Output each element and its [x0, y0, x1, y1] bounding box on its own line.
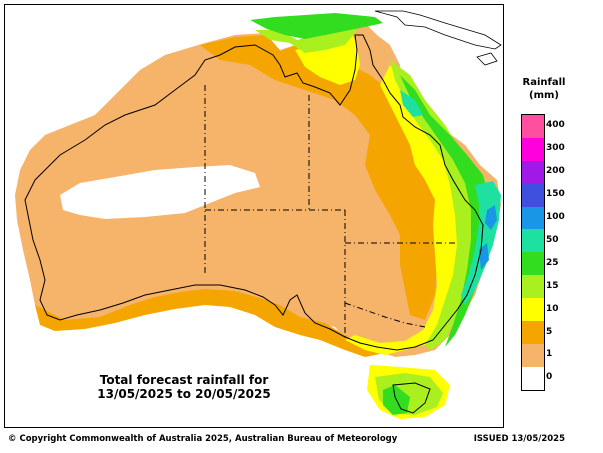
rainfall-5mm-north [200, 35, 440, 320]
legend-label-200: 200 [546, 166, 565, 177]
map-title-line1: Total forecast rainfall for [99, 373, 269, 387]
legend-label-10: 10 [546, 303, 559, 314]
map-title-line2: 13/05/2025 to 20/05/2025 [97, 387, 271, 401]
australia-coastline [24, 34, 484, 351]
legend-swatch-200 [522, 160, 544, 184]
legend-label-15: 15 [546, 280, 559, 291]
rainfall-25mm-north [250, 13, 383, 39]
legend-color-bar [521, 114, 545, 391]
legend-unit-label: (mm) [529, 90, 559, 101]
legend-label-25: 25 [546, 257, 559, 268]
map-title: Total forecast rainfall for 13/05/2025 t… [64, 373, 304, 401]
legend-label-0: 0 [546, 372, 553, 383]
copyright-text: © Copyright Commonwealth of Australia 20… [8, 434, 398, 444]
legend-label-100: 100 [546, 212, 565, 223]
rainfall-100mm-east [485, 205, 497, 230]
rainfall-15mm-east [390, 60, 477, 350]
tasmania-coastline [392, 382, 431, 414]
issued-date: ISSUED 13/05/2025 [473, 434, 565, 444]
legend-swatch-25 [522, 252, 544, 276]
legend-swatch-1 [522, 343, 544, 367]
island-outline [476, 52, 498, 66]
rainfall-map [4, 4, 504, 428]
legend-swatch-50 [522, 229, 544, 253]
legend-swatch-10 [522, 298, 544, 322]
rainfall-50mm-north [400, 90, 423, 117]
legend-swatch-5 [522, 321, 544, 344]
legend-title: Rainfall (mm) [512, 76, 576, 102]
legend-label-150: 150 [546, 189, 565, 200]
legend-swatch-300 [522, 137, 544, 161]
legend-label-1: 1 [546, 349, 553, 360]
australia-rainfall-map-graphic [15, 10, 502, 419]
footer: © Copyright Commonwealth of Australia 20… [0, 433, 603, 447]
legend-swatch-150 [522, 183, 544, 207]
legend-label-300: 300 [546, 143, 565, 154]
legend-swatch-100 [522, 206, 544, 230]
legend-label-400: 400 [546, 120, 565, 131]
legend-swatch-15 [522, 275, 544, 299]
legend-label-50: 50 [546, 234, 559, 245]
state-borders [204, 85, 455, 340]
legend-label-5: 5 [546, 326, 553, 337]
rainfall-0mm-interior [60, 165, 260, 219]
png-coastline [374, 10, 502, 50]
legend-title-label: Rainfall [522, 77, 566, 88]
legend-swatch-0 [522, 366, 544, 390]
legend-swatch-400 [522, 115, 544, 138]
